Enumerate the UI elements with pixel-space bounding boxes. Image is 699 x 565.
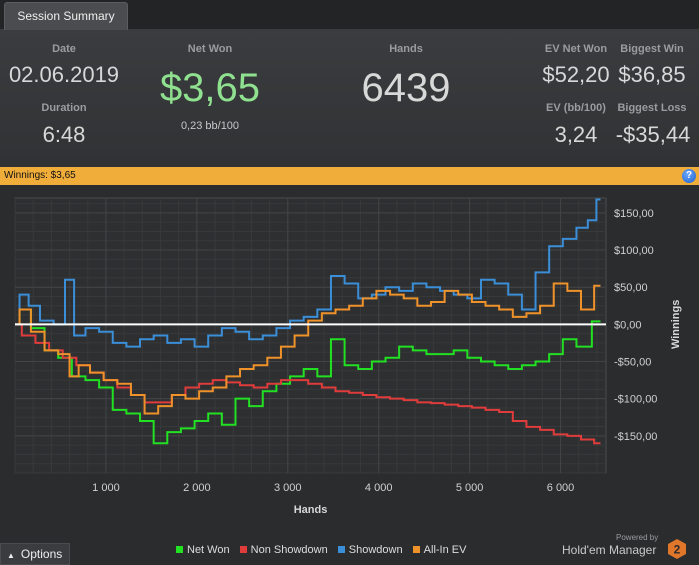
- date-value: 02.06.2019: [8, 62, 120, 87]
- session-summary-panel: Date 02.06.2019 Duration 6:48 Net Won $3…: [0, 30, 699, 167]
- series-line-all-in-ev: [15, 282, 601, 415]
- y-tick-label: -$100,00: [614, 394, 657, 406]
- brand-name: Hold'em Manager: [562, 543, 657, 557]
- hm2-logo: 2: [668, 539, 686, 559]
- net-won-value: $3,65: [159, 66, 261, 110]
- duration-label: Duration: [41, 102, 87, 114]
- legend-net-won[interactable]: Net Won: [176, 544, 230, 556]
- winnings-bar: Winnings: $3,65 ?: [0, 167, 699, 185]
- duration-value: 6:48: [42, 122, 86, 147]
- net-won-label: Net Won: [187, 43, 233, 55]
- ev-bb100-value: 3,24: [554, 122, 598, 147]
- net-won-bb100: 0,23 bb/100: [180, 120, 240, 132]
- y-tick-label: $150,00: [614, 208, 654, 220]
- hands-value: 6439: [361, 66, 451, 110]
- legend-label-all-in-ev: All-In EV: [423, 544, 467, 556]
- y-tick-label: -$50,00: [614, 357, 651, 369]
- x-tick-label: 4 000: [365, 482, 393, 494]
- biggest-win-label: Biggest Win: [620, 43, 684, 55]
- winnings-chart: 1 000 2 000 3 000 4 000 5 000 6 000 $150,00 $10…: [0, 185, 699, 530]
- question-icon[interactable]: ?: [682, 169, 696, 183]
- tab-bar: Session Summary: [0, 0, 699, 30]
- legend-swatch-all-in-ev: [412, 546, 420, 553]
- biggest-win-value: $36,85: [618, 62, 686, 87]
- legend-swatch-non-showdown: [239, 546, 247, 553]
- legend-label-net-won: Net Won: [187, 544, 230, 556]
- tab-session-summary[interactable]: Session Summary: [4, 2, 128, 30]
- y-tick-label: $0,00: [614, 319, 642, 331]
- biggest-loss-label: Biggest Loss: [617, 102, 687, 114]
- x-tick-label: 3 000: [274, 482, 302, 494]
- svg-text:2: 2: [674, 543, 681, 557]
- legend-swatch-showdown: [337, 546, 345, 553]
- winnings-chart-svg: 1 000 2 000 3 000 4 000 5 000 6 000 $150,00 $10…: [14, 197, 682, 516]
- legend-non-showdown[interactable]: Non Showdown: [239, 544, 328, 556]
- x-tick-label: 1 000: [92, 482, 120, 494]
- y-tick-label: $50,00: [614, 282, 648, 294]
- options-button[interactable]: ▲ Options: [0, 543, 70, 565]
- y-tick-label: $100,00: [614, 245, 654, 257]
- winnings-text: Winnings: $3,65: [4, 170, 76, 181]
- legend-swatch-net-won: [176, 546, 183, 553]
- x-tick-label: 6 000: [547, 482, 575, 494]
- x-tick-label: 5 000: [456, 482, 484, 494]
- caret-up-icon: ▲: [7, 551, 15, 560]
- legend-all-in-ev[interactable]: All-In EV: [412, 544, 467, 556]
- ev-net-won-value: $52,20: [542, 62, 610, 87]
- hands-label: Hands: [389, 43, 423, 55]
- series-line-net-won: [15, 308, 601, 445]
- date-label: Date: [52, 43, 76, 55]
- legend-label-non-showdown: Non Showdown: [250, 544, 328, 556]
- y-tick-label: -$150,00: [614, 431, 657, 443]
- biggest-loss-value: -$35,44: [615, 122, 691, 147]
- chart-legend: Net Won Non Showdown Showdown All-In EV: [176, 544, 473, 556]
- ev-bb100-label: EV (bb/100): [546, 102, 606, 114]
- series-line-showdown: [15, 198, 601, 348]
- x-tick-label: 2 000: [183, 482, 211, 494]
- y-axis-title: Winnings: [670, 300, 682, 349]
- ev-net-won-label: EV Net Won: [544, 43, 608, 55]
- legend-label-showdown: Showdown: [348, 544, 403, 556]
- legend-showdown[interactable]: Showdown: [337, 544, 403, 556]
- powered-by-text: Powered by: [616, 533, 659, 542]
- footer: ▲ Options Net Won Non Showdown Showdown A…: [0, 530, 699, 565]
- x-axis-title: Hands: [294, 504, 328, 516]
- options-label: Options: [20, 547, 63, 561]
- plot-area: [14, 197, 607, 474]
